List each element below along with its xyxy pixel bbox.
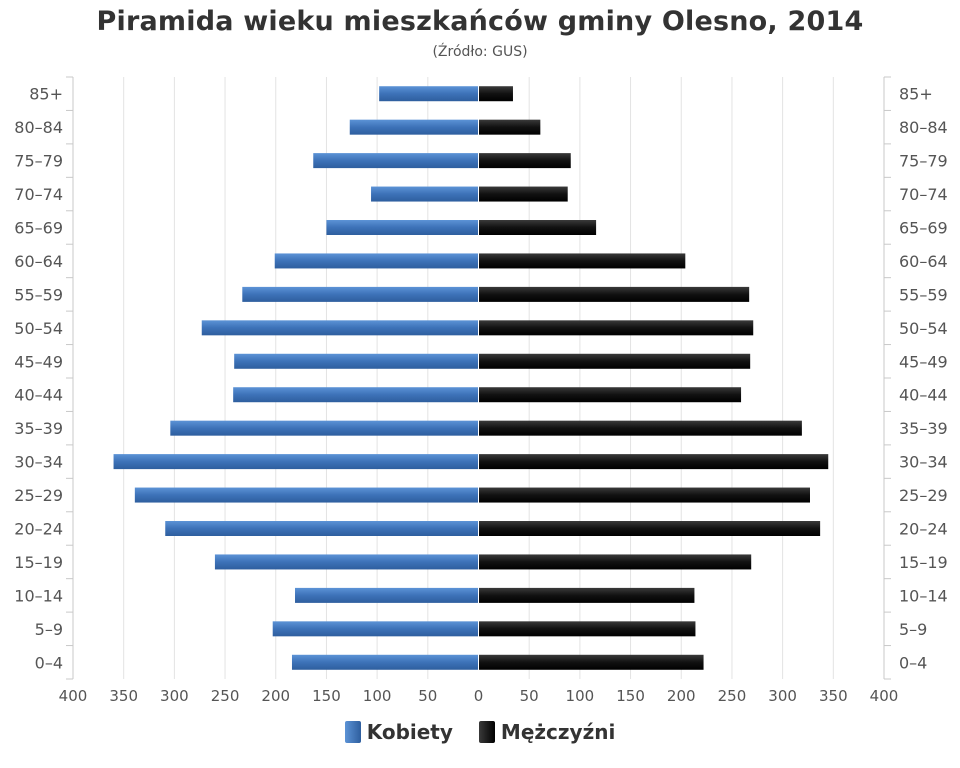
category-label-right: 75–79 [899,152,948,171]
category-label-left: 65–69 [14,219,63,238]
bar-kobiety[interactable]: Kobiety 60–64: 201 [274,253,479,269]
bar-mezczyzni[interactable]: Mężczyźni 85+: 34 [478,86,513,102]
x-tick-label: 200 [261,687,290,705]
category-label-right: 40–44 [899,386,948,405]
category-label-right: 70–74 [899,185,948,204]
bar-mezczyzni[interactable]: Mężczyźni 5–9: 214 [478,621,696,637]
category-label-left: 30–34 [14,453,63,472]
bar-kobiety[interactable]: Kobiety 70–74: 106 [371,186,479,202]
category-label-right: 60–64 [899,252,948,271]
bar-kobiety[interactable]: Kobiety 65–69: 150 [326,220,479,235]
bar-mezczyzni[interactable]: Mężczyźni 75–79: 91 [478,153,571,169]
bar-kobiety[interactable]: Kobiety 30–34: 360 [113,454,479,470]
category-label-right: 65–69 [899,219,948,238]
x-tick-label: 300 [160,687,189,705]
bar-mezczyzni[interactable]: Mężczyźni 65–69: 116 [478,220,597,235]
bar-kobiety[interactable]: Kobiety 40–44: 242 [233,387,479,403]
bar-mezczyzni[interactable]: Mężczyźni 0–4: 222 [478,654,704,670]
category-label-left: 40–44 [14,386,63,405]
bar-mezczyzni[interactable]: Mężczyźni 20–24: 337 [478,521,821,536]
category-label-right: 45–49 [899,352,948,371]
category-label-right: 5–9 [899,620,927,639]
category-label-left: 0–4 [35,653,63,672]
bar-mezczyzni[interactable]: Mężczyźni 55–59: 267 [478,286,750,302]
legend-item-mezczyzni[interactable]: Mężczyźni [478,720,616,744]
bar-mezczyzni[interactable]: Mężczyźni 40–44: 259 [478,387,742,403]
category-label-left: 70–74 [14,185,63,204]
category-label-left: 35–39 [14,419,63,438]
category-label-right: 85+ [899,85,933,104]
category-label-left: 75–79 [14,152,63,171]
x-tick-label: 150 [312,687,341,705]
category-label-right: 55–59 [899,285,948,304]
x-tick-label: 100 [566,687,595,705]
legend-swatch-mezczyzni [478,721,495,743]
x-tick-label: 250 [718,687,747,705]
category-label-right: 30–34 [899,453,948,472]
bar-kobiety[interactable]: Kobiety 55–59: 233 [242,286,479,302]
x-tick-label: 0 [474,687,484,705]
category-label-right: 15–19 [899,553,948,572]
category-label-right: 80–84 [899,118,948,137]
category-label-left: 10–14 [14,586,63,605]
bar-mezczyzni[interactable]: Mężczyźni 35–39: 319 [478,420,802,436]
category-label-right: 0–4 [899,653,927,672]
x-tick-label: 200 [667,687,696,705]
bar-kobiety[interactable]: Kobiety 10–14: 181 [295,587,479,603]
bar-mezczyzni[interactable]: Mężczyźni 60–64: 204 [478,253,686,269]
bar-kobiety[interactable]: Kobiety 80–84: 127 [349,119,479,135]
category-label-left: 60–64 [14,252,63,271]
bar-kobiety[interactable]: Kobiety 45–49: 241 [234,353,479,369]
chart-subtitle: (Źródło: GUS) [432,44,528,60]
x-tick-label: 250 [211,687,240,705]
category-label-left: 85+ [29,85,63,104]
x-tick-label: 400 [870,687,899,705]
bar-kobiety[interactable]: Kobiety 35–39: 304 [170,420,479,436]
bar-kobiety[interactable]: Kobiety 25–29: 339 [134,487,479,503]
bar-mezczyzni[interactable]: Mężczyźni 45–49: 268 [478,353,751,369]
bar-kobiety[interactable]: Kobiety 5–9: 203 [272,621,479,637]
legend-swatch-kobiety [344,721,361,743]
legend-label-mezczyzni: Mężczyźni [500,720,616,744]
x-tick-label: 350 [819,687,848,705]
category-label-left: 80–84 [14,118,63,137]
category-label-right: 20–24 [899,520,948,539]
bar-mezczyzni[interactable]: Mężczyźni 25–29: 327 [478,487,810,503]
bar-kobiety[interactable]: Kobiety 0–4: 184 [291,654,479,670]
category-label-left: 5–9 [35,620,63,639]
category-label-right: 50–54 [899,319,948,338]
x-tick-label: 400 [59,687,88,705]
bar-mezczyzni[interactable]: Mężczyźni 10–14: 213 [478,587,695,603]
x-tick-label: 100 [363,687,392,705]
x-tick-label: 50 [418,687,437,705]
legend-label-kobiety: Kobiety [366,720,453,744]
bar-mezczyzni[interactable]: Mężczyźni 15–19: 269 [478,554,752,570]
bar-kobiety[interactable]: Kobiety 85+: 98 [379,86,479,102]
x-tick-label: 300 [768,687,797,705]
bar-kobiety[interactable]: Kobiety 20–24: 309 [165,521,479,536]
category-label-left: 20–24 [14,520,63,539]
bar-kobiety[interactable]: Kobiety 15–19: 260 [214,554,479,570]
bar-mezczyzni[interactable]: Mężczyźni 70–74: 88 [478,186,568,202]
bar-kobiety[interactable]: Kobiety 50–54: 273 [201,320,479,336]
category-label-right: 35–39 [899,419,948,438]
category-label-left: 25–29 [14,486,63,505]
bar-mezczyzni[interactable]: Mężczyźni 50–54: 271 [478,320,754,336]
category-label-left: 15–19 [14,553,63,572]
bar-mezczyzni[interactable]: Mężczyźni 30–34: 345 [478,454,829,470]
x-tick-label: 350 [109,687,138,705]
category-label-left: 55–59 [14,285,63,304]
category-label-right: 10–14 [899,586,948,605]
x-tick-label: 150 [616,687,645,705]
legend: Kobiety Mężczyźni [0,720,960,744]
bar-mezczyzni[interactable]: Mężczyźni 80–84: 61 [478,119,541,135]
category-label-left: 45–49 [14,352,63,371]
category-label-left: 50–54 [14,319,63,338]
population-pyramid-plot: 400 350 300 250 200 150 100 50 0 50 100 150 200 250 30… [14,76,948,705]
legend-item-kobiety[interactable]: Kobiety [344,720,453,744]
chart-title: Piramida wieku mieszkańców gminy Olesno,… [96,6,864,37]
x-tick-label: 50 [520,687,539,705]
category-label-right: 25–29 [899,486,948,505]
bar-kobiety[interactable]: Kobiety 75–79: 163 [313,153,479,169]
